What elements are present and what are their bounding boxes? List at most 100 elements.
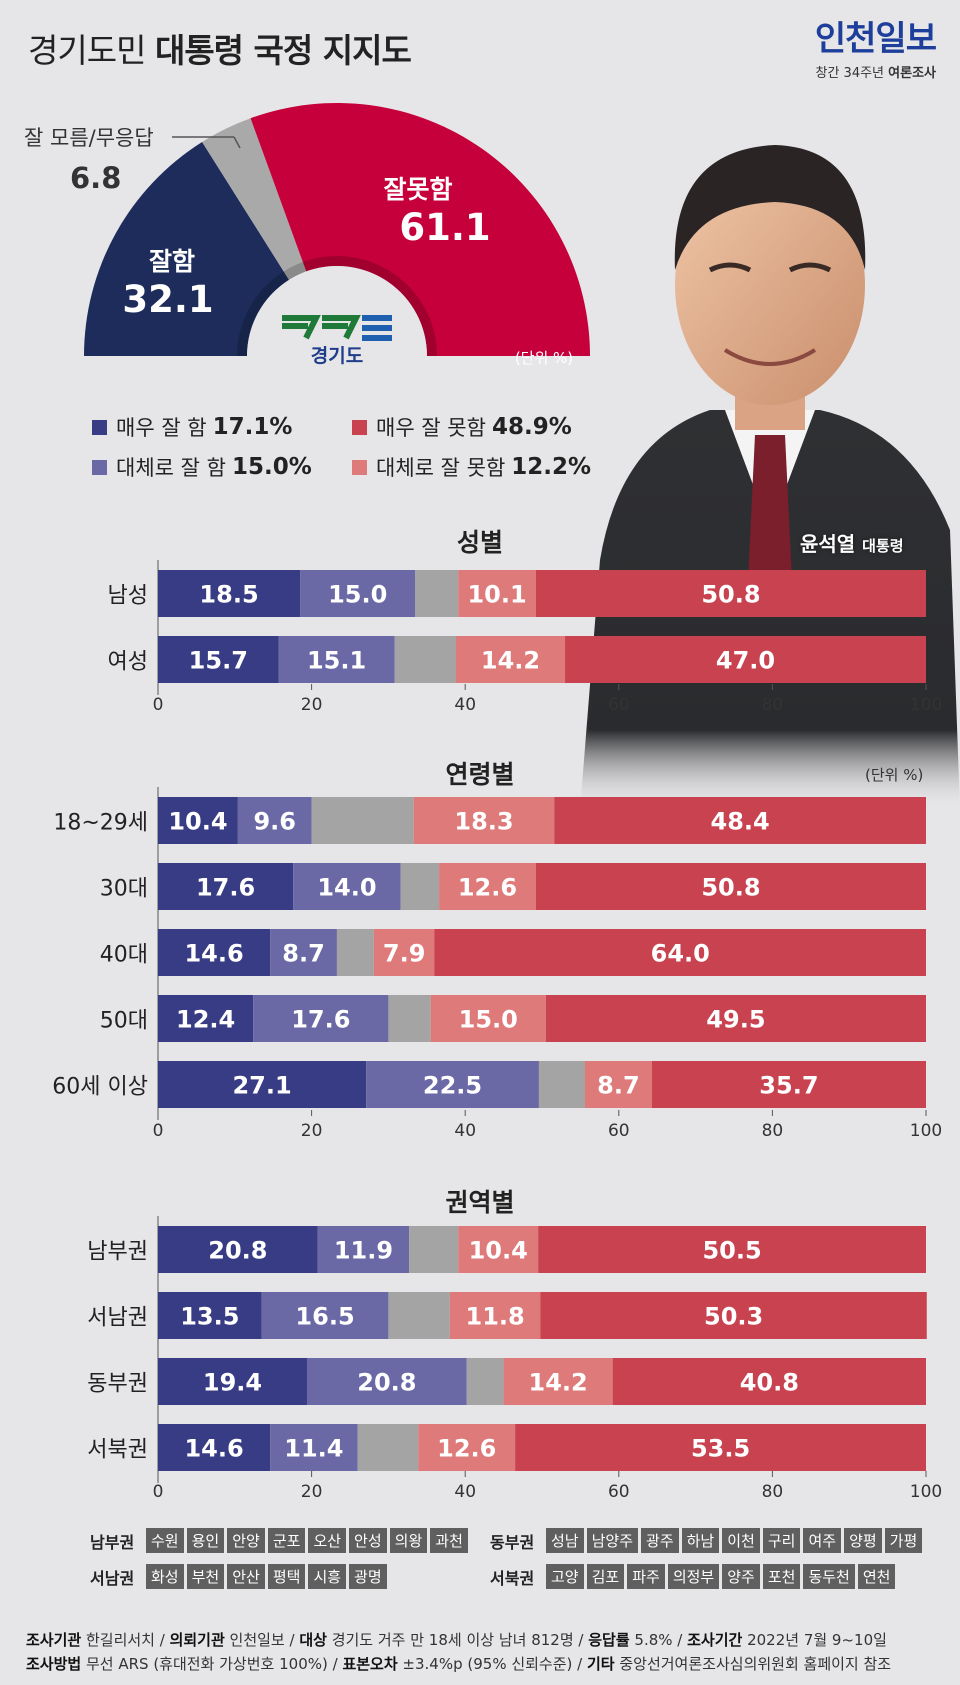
x-tick-label: 20 — [301, 695, 323, 715]
data-label: 22.5 — [423, 1072, 482, 1100]
city-chip: 가평 — [884, 1528, 923, 1553]
bar-segment — [158, 929, 271, 976]
data-label: 12.4 — [176, 1006, 235, 1034]
bar-segment — [434, 929, 926, 976]
city-chip: 평택 — [267, 1564, 306, 1589]
legend-swatch — [352, 459, 367, 475]
data-label: 17.6 — [196, 874, 255, 902]
city-chip: 구리 — [762, 1528, 801, 1553]
bar-segment — [535, 863, 926, 910]
legend-item: 매우 잘 못함 48.9% — [352, 412, 572, 442]
bar-segment — [306, 1358, 467, 1405]
x-tick-label: 40 — [454, 1482, 476, 1502]
data-label: 18.5 — [199, 581, 258, 609]
section-title-age: 연령별 — [445, 760, 515, 789]
legend-label: 매우 잘 함 — [116, 416, 207, 440]
city-chip: 파주 — [627, 1564, 665, 1589]
data-label: 8.7 — [597, 1072, 640, 1100]
brand-block: 인천일보 창간 34주년 여론조사 — [815, 22, 937, 81]
footer-value: 경기도 거주 만 18세 이상 남녀 812명 / — [326, 1631, 589, 1649]
tie-shape — [748, 435, 792, 610]
x-tick-label: 60 — [608, 1121, 630, 1141]
portrait-caption: 윤석열 대통령 — [800, 528, 904, 557]
bar-segment — [388, 995, 431, 1042]
bar-segment — [466, 1358, 504, 1405]
data-label: 15.0 — [328, 581, 387, 609]
data-label: 17.6 — [291, 1006, 350, 1034]
region-key-row: 동부권 성남 남양주 광주 하남 이천 구리 여주 양평 가평 — [490, 1528, 925, 1553]
city-chip: 오산 — [308, 1528, 347, 1553]
data-label: 40.8 — [740, 1369, 799, 1397]
bar-segment — [413, 797, 555, 844]
bar-segment — [394, 636, 456, 683]
footer-value: ±3.4%p (95% 신뢰수준) / — [397, 1655, 587, 1673]
city-chip: 양주 — [722, 1564, 760, 1589]
gauge-unknown-arc — [202, 118, 307, 280]
x-tick-label: 0 — [153, 1121, 164, 1141]
gauge-bad-arc — [250, 102, 591, 357]
legend-swatch — [92, 419, 107, 435]
portrait-title: 대통령 — [862, 537, 904, 555]
data-label: 10.1 — [467, 581, 526, 609]
bar-segment — [545, 995, 926, 1042]
title-bold: 대통령 국정 지지도 — [154, 31, 412, 70]
city-chip: 과천 — [430, 1528, 468, 1553]
bar-segment — [612, 1358, 926, 1405]
city-chip: 광주 — [641, 1528, 679, 1553]
bar-segment — [418, 1424, 516, 1471]
bar-segment — [270, 1424, 358, 1471]
region-key-row: 서남권 화성 부천 안산 평택 시흥 광명 — [90, 1564, 390, 1589]
footer-value: 중앙선거여론조사심의위원회 홈페이지 참조 — [614, 1655, 892, 1673]
x-tick-label: 100 — [910, 1121, 942, 1141]
bar-segment — [449, 1292, 541, 1339]
portrait-name: 윤석열 — [800, 532, 856, 556]
footer-value: 무선 ARS (휴대전화 가상번호 100%) / — [81, 1655, 343, 1673]
bar-segment — [554, 797, 926, 844]
region-key-name: 남부권 — [90, 1532, 135, 1552]
data-label: 11.8 — [466, 1303, 525, 1331]
bar-segment — [565, 636, 926, 683]
bar-segment — [158, 863, 294, 910]
section-title-region: 권역별 — [445, 1188, 515, 1217]
category-label: 60세 이상 — [52, 1075, 148, 1100]
gauge-good-arc — [84, 141, 290, 356]
footer-key: 조사기간 — [687, 1631, 743, 1649]
city-chip: 고양 — [546, 1564, 584, 1589]
category-label: 50대 — [100, 1009, 148, 1034]
bar-segment — [158, 1424, 271, 1471]
gauge-unit: (단위 %) — [515, 349, 573, 367]
city-chip: 연천 — [857, 1564, 896, 1589]
bar-segment — [336, 929, 374, 976]
x-tick-label: 40 — [454, 695, 476, 715]
legend-item: 대체로 잘 못함 12.2% — [352, 452, 591, 482]
category-label: 서남권 — [87, 1306, 148, 1331]
data-label: 14.0 — [317, 874, 376, 902]
legend-label: 매우 잘 못함 — [376, 416, 486, 440]
footer-key: 표본오차 — [342, 1655, 398, 1673]
bar-segment — [293, 863, 401, 910]
bar-segment — [388, 1292, 450, 1339]
bar-segment — [270, 929, 337, 976]
region-key-name: 동부권 — [490, 1532, 535, 1552]
data-label: 12.6 — [437, 1435, 496, 1463]
bar-segment — [455, 636, 566, 683]
data-label: 11.9 — [334, 1237, 393, 1265]
approval-gauge: 잘 모름/무응답 6.8 잘함 32.1 잘못함 61.1 (단위 %) 경기도 — [24, 102, 591, 367]
x-tick-label: 100 — [910, 695, 942, 715]
city-chip: 동두천 — [803, 1564, 855, 1589]
data-label: 27.1 — [232, 1072, 291, 1100]
category-label: 30대 — [100, 877, 148, 902]
age-unit: (단위 %) — [865, 766, 924, 784]
data-label: 20.8 — [208, 1237, 267, 1265]
data-label: 7.9 — [383, 940, 426, 968]
bar-segment — [585, 1061, 652, 1108]
region-key-row: 서북권 고양 김포 파주 의정부 양주 포천 동두천 연천 — [490, 1564, 898, 1589]
bad-label: 잘못함 — [383, 175, 452, 204]
brand-sub: 창간 34주년 여론조사 — [815, 62, 937, 81]
bar-segment — [651, 1061, 926, 1108]
legend-value: 48.9% — [491, 414, 572, 440]
city-chip: 시흥 — [308, 1564, 347, 1589]
city-chip: 이천 — [722, 1528, 760, 1553]
bar-segment — [458, 1226, 539, 1273]
bar-segment — [430, 995, 546, 1042]
